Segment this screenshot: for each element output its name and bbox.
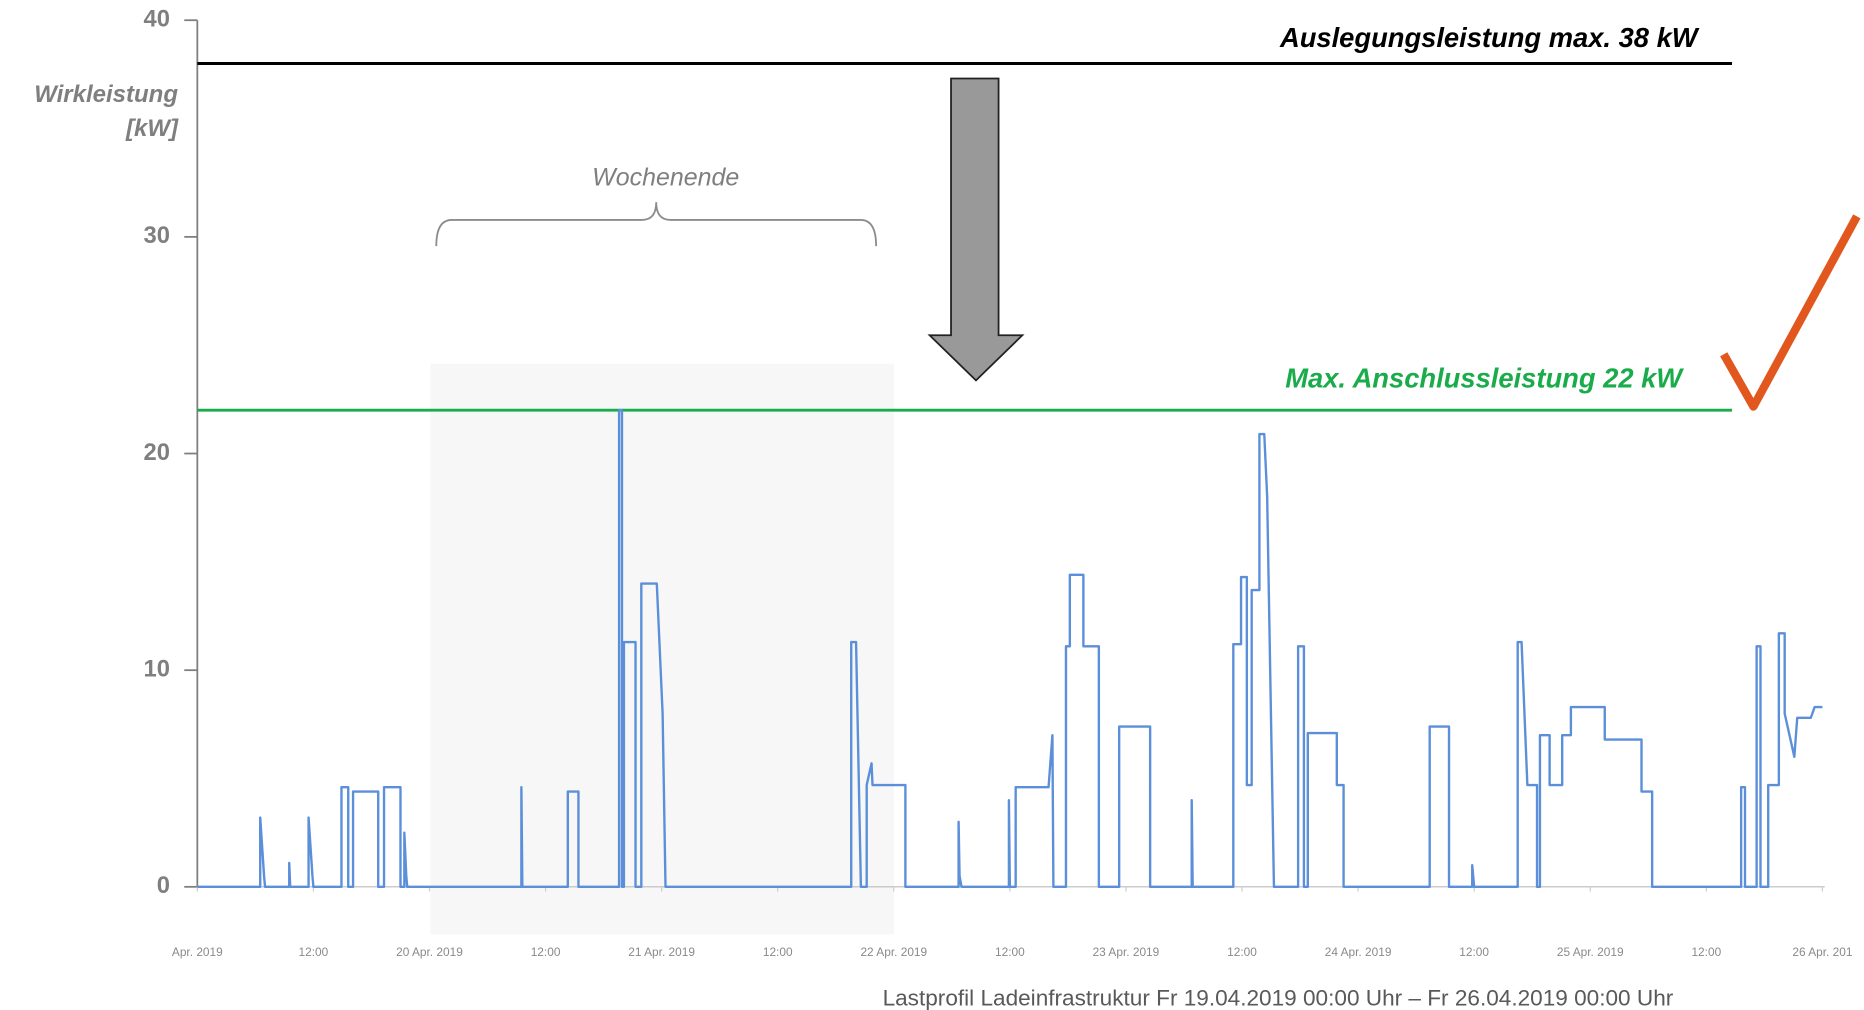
x-tick-label: 22 Apr. 2019 <box>860 945 927 959</box>
x-tick-label: 23 Apr. 2019 <box>1093 945 1160 959</box>
check-mark <box>1720 214 1861 411</box>
x-tick-label: 12:00 <box>299 945 329 959</box>
x-tick-label: 12:00 <box>995 945 1025 959</box>
x-tick-label: Apr. 2019 <box>172 945 223 959</box>
y-axis-label: Wirkleistung [kW] <box>34 81 178 142</box>
x-tick-label: 12:00 <box>1691 945 1721 959</box>
x-tick-label: 24 Apr. 2019 <box>1325 945 1392 959</box>
weekend-shade <box>430 363 894 935</box>
weekend-brace <box>435 202 878 247</box>
reference-label: Auslegungsleistung max. 38 kW <box>1279 22 1700 53</box>
load-line <box>197 409 1823 889</box>
x-tick-label: 12:00 <box>1459 945 1489 959</box>
y-tick-label: 0 <box>157 872 170 899</box>
reference-label: Max. Anschlussleistung 22 kW <box>1285 363 1684 394</box>
x-tick-label: 26 Apr. 201 <box>1792 945 1852 959</box>
x-tick-label: 12:00 <box>531 945 561 959</box>
x-tick-label: 12:00 <box>763 945 793 959</box>
x-tick-label: 12:00 <box>1227 945 1257 959</box>
caption: Lastprofil Ladeinfrastruktur Fr 19.04.20… <box>883 986 1674 1010</box>
weekend-label: Wochenende <box>592 163 739 191</box>
y-tick-label: 30 <box>144 222 170 249</box>
y-tick-label: 40 <box>144 5 170 32</box>
x-tick-label: 21 Apr. 2019 <box>628 945 695 959</box>
x-tick-label: 25 Apr. 2019 <box>1557 945 1624 959</box>
y-tick-label: 20 <box>144 439 170 466</box>
x-tick-label: 20 Apr. 2019 <box>396 945 463 959</box>
down-arrow <box>927 77 1025 382</box>
y-tick-label: 10 <box>144 655 170 682</box>
